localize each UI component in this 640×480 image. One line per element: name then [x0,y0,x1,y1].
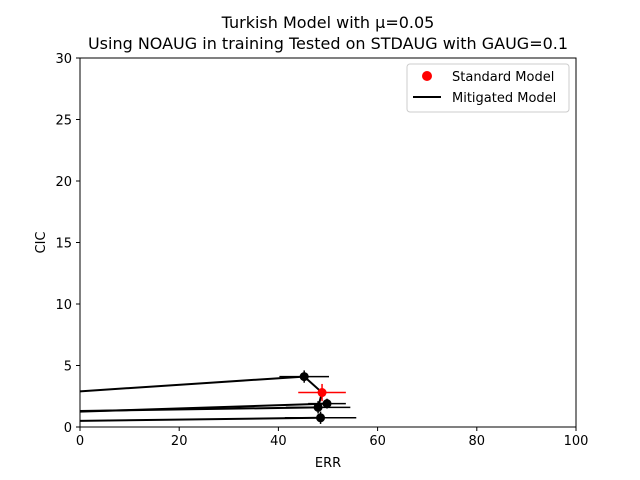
y-tick-label: 25 [55,114,72,129]
plot-area [80,58,576,427]
mitigated-point [316,413,326,423]
y-axis-ticks: 0 5 10 15 20 25 30 [55,52,80,436]
x-tick-label: 0 [76,434,84,449]
chart-subtitle: Using NOAUG in training Tested on STDAUG… [88,34,568,53]
mitigated-line [79,416,321,422]
x-tick-label: 80 [469,434,486,449]
y-axis-label: CIC [34,232,49,254]
x-axis-ticks: 0 20 40 60 80 100 [76,427,589,449]
mitigated-line [79,406,319,413]
y-tick-label: 30 [55,52,72,67]
mitigated-point [313,402,323,412]
legend-label-standard: Standard Model [452,70,554,85]
legend-label-mitigated: Mitigated Model [452,91,556,106]
legend-marker-standard [422,71,432,81]
mitigated-line [79,375,305,393]
y-tick-label: 20 [55,175,72,190]
legend-box [406,63,570,113]
plot-marks [79,370,357,424]
chart-title: Turkish Model with μ=0.05 [221,13,435,32]
x-tick-label: 40 [270,434,287,449]
standard-point [317,388,327,398]
x-axis-label: ERR [315,456,341,471]
x-tick-label: 60 [369,434,386,449]
x-tick-label: 100 [564,434,589,449]
y-tick-label: 5 [64,360,72,375]
x-tick-label: 20 [171,434,188,449]
y-tick-label: 0 [64,421,72,436]
y-tick-label: 10 [55,298,72,313]
y-tick-label: 15 [55,237,72,252]
mitigated-point [299,372,309,382]
legend: Standard Model Mitigated Model [406,63,570,113]
mitigated-point [322,399,332,409]
